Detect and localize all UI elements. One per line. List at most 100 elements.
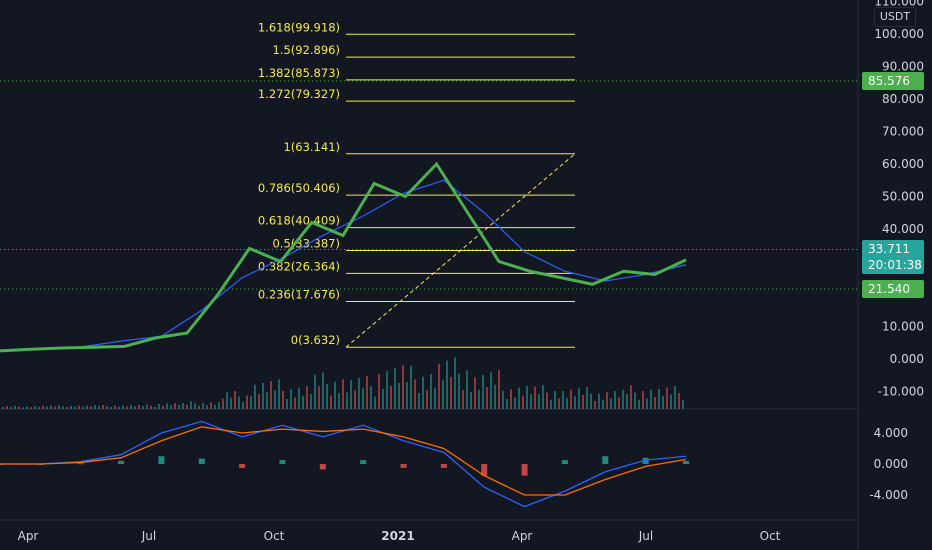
volume-bar — [466, 370, 468, 409]
volume-bar — [70, 405, 72, 409]
volume-bar — [418, 393, 420, 409]
volume-bar — [2, 406, 4, 409]
upper-level-tag: 85.576 — [862, 72, 924, 90]
volume-bar — [22, 407, 24, 409]
price-axis-tick: 80.000 — [882, 92, 924, 106]
macd-histogram-bar — [400, 464, 407, 468]
volume-bar — [562, 390, 564, 409]
volume-bar — [450, 376, 452, 409]
last-price-value: 33.711 — [868, 242, 910, 256]
price-axis-tick: 60.000 — [882, 157, 924, 171]
volume-bar — [14, 405, 16, 409]
volume-bar — [246, 395, 248, 409]
macd-line — [0, 420, 687, 508]
volume-bar — [202, 402, 204, 409]
volume-bar — [398, 382, 400, 409]
volume-bar — [194, 403, 196, 409]
macd-axis-tick: 4.000 — [874, 426, 908, 440]
volume-bar — [390, 385, 392, 409]
volume-bar — [582, 395, 584, 409]
fib-level-label: 0.618(40.409) — [258, 214, 340, 228]
price-axis-tick: 70.000 — [882, 125, 924, 139]
volume-bar — [230, 397, 232, 409]
volume-bar — [258, 394, 260, 409]
volume-bar — [142, 405, 144, 409]
volume-bar — [334, 381, 336, 409]
volume-bar — [430, 373, 432, 409]
volume-bar — [638, 399, 640, 409]
volume-bar — [550, 399, 552, 409]
volume-bar — [666, 387, 668, 409]
volume-bar — [178, 404, 180, 409]
volume-bar — [338, 393, 340, 409]
volume-bar — [598, 393, 600, 409]
price-axis-tick: 40.000 — [882, 222, 924, 236]
volume-bar — [674, 386, 676, 409]
volume-bar — [50, 405, 52, 409]
macd-histogram-bar — [360, 460, 367, 464]
volume-bar — [478, 389, 480, 409]
macd-histogram-bar — [77, 463, 84, 465]
fib-trend-line — [345, 153, 576, 348]
volume-bar — [214, 404, 216, 409]
volume-bar — [6, 406, 8, 409]
lower-level-tag: 21.540 — [862, 280, 924, 298]
volume-bar — [362, 388, 364, 409]
macd-histogram-bar — [683, 460, 689, 464]
volume-bar — [462, 390, 464, 409]
volume-bar — [438, 363, 440, 409]
volume-bar — [254, 384, 256, 409]
volume-bar — [30, 407, 32, 409]
volume-bar — [382, 388, 384, 409]
volume-bar — [158, 403, 160, 409]
volume-bar — [330, 395, 332, 409]
time-axis-label: Oct — [760, 529, 781, 543]
volume-bar — [394, 368, 396, 409]
volume-bar — [206, 405, 208, 409]
volume-bar — [650, 389, 652, 409]
volume-bar — [662, 395, 664, 409]
volume-bar — [154, 406, 156, 409]
volume-bar — [446, 360, 448, 409]
currency-badge[interactable]: USDT — [874, 7, 916, 27]
volume-bar — [278, 379, 280, 409]
volume-bar — [594, 401, 596, 409]
time-axis-label: Oct — [264, 529, 285, 543]
volume-bar — [458, 373, 460, 409]
volume-bar — [622, 389, 624, 409]
macd-histogram-bar — [118, 460, 125, 464]
volume-bar — [302, 395, 304, 409]
volume-bar — [126, 406, 128, 409]
volume-bar — [410, 365, 412, 409]
volume-bar — [262, 382, 264, 409]
volume-bar — [518, 387, 520, 409]
volume-bar — [110, 406, 112, 409]
volume-bar — [586, 386, 588, 409]
volume-bar — [318, 386, 320, 409]
volume-bar — [514, 397, 516, 409]
volume-bar — [558, 398, 560, 409]
volume-bar — [62, 406, 64, 409]
volume-bar — [298, 387, 300, 409]
volume-bar — [566, 397, 568, 409]
volume-bar — [54, 406, 56, 409]
price-axis-tick: 10.000 — [882, 320, 924, 334]
fib-level-label: 1.5(92.896) — [272, 43, 340, 57]
fib-level-label: 0.5(33.387) — [272, 236, 340, 250]
volume-bar — [494, 384, 496, 409]
volume-bar — [186, 404, 188, 409]
macd-histogram-bar — [561, 460, 568, 464]
time-axis-label: Apr — [18, 529, 39, 543]
volume-bar — [134, 406, 136, 409]
volume-bar — [614, 391, 616, 409]
volume-bar — [406, 382, 408, 409]
volume-bar — [534, 386, 536, 409]
volume-bar — [402, 365, 404, 409]
volume-bar — [94, 405, 96, 409]
volume-bar — [470, 392, 472, 409]
volume-bar — [530, 394, 532, 409]
volume-bar — [414, 379, 416, 409]
time-axis-label: Jul — [141, 529, 156, 543]
